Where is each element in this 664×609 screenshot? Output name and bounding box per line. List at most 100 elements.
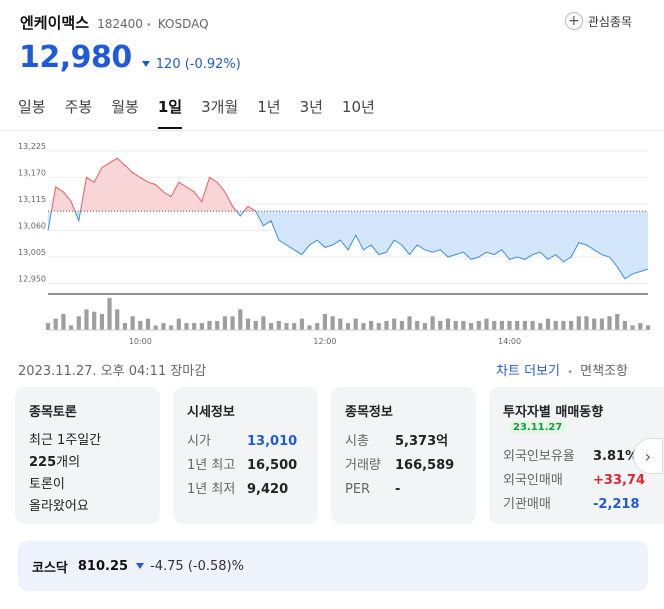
period-tab[interactable]: 일봉 [18, 98, 46, 116]
card-title: 종목정보 [345, 405, 393, 420]
volume-bar [238, 309, 243, 330]
index-value: 810.25 [77, 558, 129, 574]
volume-bar [76, 316, 81, 330]
volume-bar [245, 318, 251, 330]
x-tick-label: 14:00 [498, 337, 521, 346]
market-index-box[interactable]: 코스닥 810.25 -4.75 (-0.58)% [18, 541, 648, 591]
stock-info-row: 거래량 166,589 [345, 454, 462, 478]
card-title: 투자자별 매매동향23.11.27 [503, 401, 664, 435]
discussion-line: 최근 1주일간 [29, 433, 102, 448]
volume-bar [207, 320, 212, 330]
y-tick-label: 13,005 [18, 248, 46, 257]
next-cards-button[interactable]: › [633, 438, 663, 474]
volume-bar [107, 298, 112, 330]
period-tab[interactable]: 1년 [257, 98, 281, 116]
volume-bar [292, 323, 297, 330]
row-label: 기관매매 [503, 497, 551, 512]
row-label: 시가 [187, 434, 211, 449]
volume-bar [130, 316, 135, 330]
volume-bar [438, 320, 443, 330]
volume-bar [199, 323, 204, 330]
market-info-row: 시가 13,010 [187, 430, 304, 454]
volume-bar [530, 320, 535, 330]
y-tick-label: 13,060 [18, 221, 46, 230]
date-badge: 23.11.27 [508, 421, 568, 434]
volume-bar [476, 320, 481, 330]
discussion-card[interactable]: 종목토론 최근 1주일간 225개의 토론이 올라왔어요 [15, 387, 160, 524]
market-info-card[interactable]: 시세정보 시가 13,010 1년 최고 16,500 1년 최저 9,420 [173, 387, 318, 524]
index-change: -4.75 (-0.58)% [136, 559, 244, 574]
volume-bar [276, 320, 281, 330]
volume-bar [338, 318, 343, 330]
volume-bar [492, 320, 497, 330]
current-price: 12,980 [19, 40, 132, 75]
chevron-right-icon: › [644, 446, 652, 466]
volume-bar [461, 320, 466, 330]
row-label: 외국인매매 [503, 473, 563, 488]
y-tick-label: 12,950 [18, 275, 46, 284]
stock-name[interactable]: 엔케이맥스 [20, 14, 90, 32]
info-cards: 종목토론 최근 1주일간 225개의 토론이 올라왔어요 시세정보 시가 13,0… [15, 387, 664, 524]
volume-bar [422, 323, 427, 330]
discussion-line: 토론이 [29, 477, 65, 492]
row-value: 166,589 [395, 458, 455, 473]
period-tab[interactable]: 10년 [341, 98, 375, 116]
row-value: -2,218 [593, 497, 640, 512]
volume-bar [622, 320, 627, 330]
volume-bar [261, 316, 266, 330]
down-triangle-icon [136, 563, 145, 569]
stock-header: 엔케이맥스 182400 • KOSDAQ + 관심종목 [20, 12, 650, 38]
separator-dot: • [145, 20, 152, 31]
row-value: 9,420 [247, 482, 289, 497]
price-row: 12,980 120 (-0.92%) [19, 40, 241, 75]
stock-info-card[interactable]: 종목정보 시총 5,373억 거래량 166,589 PER - [331, 387, 476, 524]
volume-bar [161, 323, 166, 330]
intraday-chart[interactable]: 13,225 13,170 13,115 13,060 13,005 12,950 10:0… [0, 140, 664, 350]
volume-bar [430, 316, 435, 330]
volume-bar [638, 323, 643, 330]
period-tab[interactable]: 3개월 [201, 98, 239, 116]
volume-bar [145, 318, 151, 330]
volume-bar [153, 325, 158, 330]
period-tab[interactable]: 주봉 [64, 98, 93, 116]
volume-bar [576, 316, 581, 330]
period-tab[interactable]: 월봉 [111, 98, 139, 116]
plus-circle-icon: + [564, 12, 583, 30]
stock-market: KOSDAQ [157, 17, 209, 31]
volume-bar [353, 318, 358, 330]
volume-bar [45, 323, 51, 330]
row-value: 3.81% [593, 449, 639, 464]
volume-bar [538, 323, 543, 330]
market-info-row: 1년 최저 9,420 [187, 478, 304, 502]
period-tab[interactable]: 3년 [299, 98, 323, 116]
volume-bar [330, 316, 335, 330]
price-change-value: 120 (-0.92%) [155, 56, 241, 72]
volume-bar [369, 320, 374, 330]
volume-bar [484, 318, 489, 330]
watchlist-label: 관심종목 [587, 14, 632, 29]
volume-bar [122, 323, 127, 330]
volume-bar [507, 320, 512, 330]
volume-bar [415, 320, 420, 330]
y-tick-label: 13,170 [18, 168, 46, 177]
volume-bar [99, 314, 104, 330]
area-down [48, 211, 648, 279]
volume-bar [92, 311, 97, 330]
volume-bar [607, 316, 612, 330]
volume-bar [284, 323, 289, 330]
add-watchlist-button[interactable]: + 관심종목 [564, 12, 632, 30]
volume-bar [630, 325, 635, 330]
volume-bar [361, 323, 366, 330]
volume-bar [115, 309, 120, 330]
tabs-divider [0, 130, 664, 131]
volume-bar [253, 320, 258, 330]
down-triangle-icon [141, 61, 150, 67]
row-value: 5,373억 [395, 434, 449, 449]
volume-bar [322, 314, 327, 330]
disclaimer-link[interactable]: 면책조항 [580, 364, 628, 379]
discussion-count: 225 [29, 455, 57, 470]
chart-more-link[interactable]: 차트 더보기 [496, 364, 560, 379]
price-change: 120 (-0.92%) [141, 56, 241, 72]
period-tab[interactable]: 1일 [157, 96, 183, 129]
volume-bar [192, 323, 197, 330]
